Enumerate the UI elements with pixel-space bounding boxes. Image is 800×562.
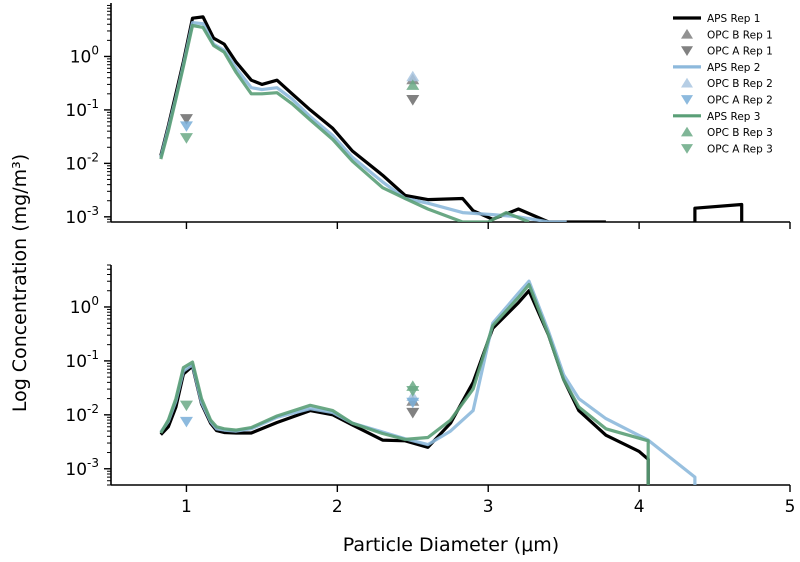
legend-label: OPC A Rep 3 bbox=[707, 143, 773, 155]
y-axis-title: Log Concentration (mg/m³) bbox=[9, 154, 31, 412]
y-tick-label: 10-3 bbox=[65, 456, 99, 480]
opc-marker bbox=[406, 386, 420, 397]
y-tick-label: 10-3 bbox=[65, 204, 99, 228]
y-tick-label: 10-1 bbox=[65, 348, 99, 372]
legend-label: OPC B Rep 2 bbox=[707, 78, 773, 90]
x-axis: 1 2 3 4 5 bbox=[181, 497, 795, 517]
legend: APS Rep 1 OPC B Rep 1 OPC A Rep 1 APS Rep 2… bbox=[673, 13, 773, 155]
opc-marker bbox=[406, 397, 420, 409]
legend-label: APS Rep 2 bbox=[707, 62, 760, 74]
upper-panel: 100 10-1 10-2 10-3 bbox=[65, 3, 791, 229]
series-line bbox=[159, 15, 606, 222]
x-tick-label: 5 bbox=[785, 497, 796, 517]
legend-label: APS Rep 1 bbox=[707, 13, 760, 25]
x-tick-label: 2 bbox=[332, 497, 343, 517]
x-tick-label: 4 bbox=[634, 497, 645, 517]
series-line bbox=[159, 279, 697, 485]
plot-area bbox=[159, 279, 697, 485]
opc-marker bbox=[179, 400, 193, 412]
legend-label: OPC B Rep 1 bbox=[707, 29, 773, 41]
legend-label: OPC B Rep 3 bbox=[707, 127, 773, 139]
x-axis-title: Particle Diameter (μm) bbox=[343, 534, 559, 556]
opc-marker bbox=[406, 79, 420, 90]
legend-marker-swatch bbox=[681, 144, 693, 154]
legend-label: OPC A Rep 2 bbox=[707, 95, 773, 107]
legend-marker-swatch bbox=[681, 95, 693, 105]
opc-marker bbox=[179, 121, 193, 132]
series-line bbox=[693, 202, 744, 222]
legend-marker-swatch bbox=[681, 28, 693, 39]
opc-marker bbox=[406, 95, 420, 106]
opc-marker bbox=[179, 114, 193, 125]
y-tick-label: 100 bbox=[70, 43, 99, 67]
series-line bbox=[159, 23, 530, 222]
series-line bbox=[159, 21, 567, 222]
x-tick-label: 3 bbox=[483, 497, 494, 517]
legend-marker-swatch bbox=[681, 46, 693, 56]
legend-label: APS Rep 3 bbox=[707, 111, 760, 123]
opc-marker bbox=[179, 133, 193, 144]
y-tick-label: 10-2 bbox=[65, 402, 99, 426]
lower-panel: 100 10-1 10-2 10-3 bbox=[65, 264, 791, 492]
series-line bbox=[159, 289, 650, 485]
y-tick-label: 10-2 bbox=[65, 150, 99, 174]
y-tick-label: 10-1 bbox=[65, 97, 99, 121]
y-tick-label: 100 bbox=[70, 294, 99, 318]
opc-marker bbox=[406, 407, 420, 419]
legend-label: OPC A Rep 1 bbox=[707, 46, 773, 58]
series-line bbox=[159, 283, 650, 485]
legend-marker-swatch bbox=[681, 77, 693, 88]
x-tick-label: 1 bbox=[181, 497, 192, 517]
opc-marker bbox=[179, 416, 193, 428]
legend-marker-swatch bbox=[681, 126, 693, 137]
opc-marker bbox=[406, 70, 420, 82]
plot-area bbox=[159, 15, 744, 222]
